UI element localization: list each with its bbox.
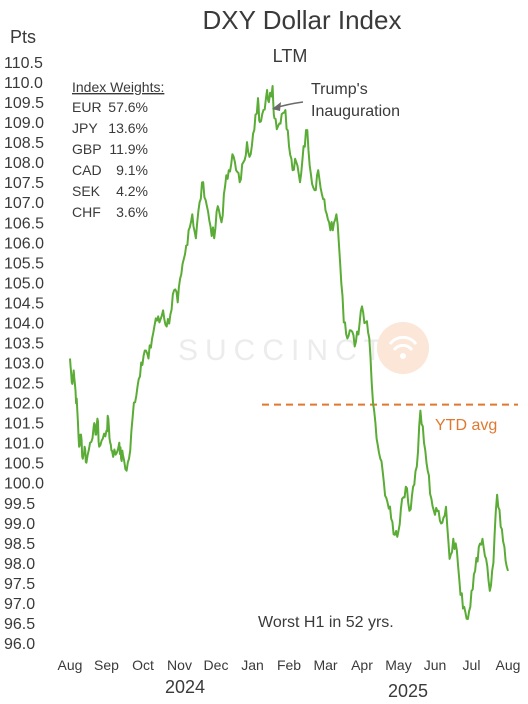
- y-tick-label: 106.5: [4, 215, 44, 232]
- inauguration-annotation: Trump's Inauguration: [272, 81, 400, 120]
- annotation-line-1: Trump's: [311, 81, 368, 98]
- annotation-arrowhead-icon: [272, 102, 281, 111]
- y-tick-label: 104.0: [4, 315, 44, 332]
- weight-currency: CHF: [72, 204, 101, 220]
- y-tick-label: 109.0: [4, 115, 44, 132]
- y-tick-label: 97.0: [4, 596, 35, 613]
- y-tick-label: 101.5: [4, 416, 44, 433]
- y-tick-label: 107.0: [4, 195, 44, 212]
- x-tick-label: Apr: [351, 657, 373, 673]
- x-tick-label: May: [385, 657, 411, 673]
- y-tick-label: 99.5: [4, 496, 35, 513]
- weight-currency: JPY: [72, 120, 98, 136]
- x-tick-label: Dec: [204, 657, 229, 673]
- annotation-line-2: Inauguration: [311, 103, 400, 120]
- weight-currency: CAD: [72, 162, 102, 178]
- x-tick-label: Oct: [132, 657, 154, 673]
- weight-currency: GBP: [72, 141, 102, 157]
- x-tick-label: Jun: [424, 657, 447, 673]
- x-tick-label: Aug: [58, 657, 83, 673]
- weight-percent: 9.1%: [116, 162, 148, 178]
- y-axis-label: Pts: [10, 27, 36, 47]
- y-tick-label: 100.5: [4, 456, 44, 473]
- x-axis-ticks: Aug Sep Oct Nov Dec Jan Feb Mar Apr May Jun Jul Aug: [58, 657, 521, 673]
- y-tick-label: 108.0: [4, 155, 44, 172]
- y-tick-label: 96.0: [4, 636, 35, 653]
- chart-subtitle: LTM: [273, 46, 308, 66]
- weight-currency: SEK: [72, 183, 101, 199]
- weight-percent: 11.9%: [109, 141, 148, 157]
- y-tick-label: 97.5: [4, 576, 35, 593]
- y-tick-label: 98.5: [4, 536, 35, 553]
- index-weights: Index Weights: EUR 57.6% JPY 13.6% GBP 11.9% C…: [72, 79, 164, 220]
- y-tick-label: 103.0: [4, 356, 44, 373]
- x-tick-label: Nov: [167, 657, 192, 673]
- weight-percent: 57.6%: [108, 99, 148, 115]
- ytd-avg-label: YTD avg: [435, 417, 497, 434]
- y-tick-label: 106.0: [4, 235, 44, 252]
- weight-percent: 3.6%: [116, 204, 148, 220]
- y-tick-label: 103.5: [4, 335, 44, 352]
- weights-title: Index Weights:: [72, 79, 164, 95]
- x-tick-label: Jan: [241, 657, 264, 673]
- y-tick-label: 101.0: [4, 436, 44, 453]
- year-label-2025: 2025: [388, 681, 428, 701]
- weight-percent: 4.2%: [116, 183, 148, 199]
- y-axis-ticks: 110.5 110.0 109.5 109.0 108.5 108.0 107.5 107.0…: [4, 55, 44, 653]
- x-tick-label: Sep: [94, 657, 119, 673]
- watermark-logo-icon: [377, 322, 429, 374]
- x-tick-label: Mar: [313, 657, 337, 673]
- y-tick-label: 105.5: [4, 255, 44, 272]
- weight-percent: 13.6%: [108, 120, 148, 136]
- dxy-series-line: [69, 85, 509, 620]
- y-tick-label: 102.0: [4, 396, 44, 413]
- weights-list: EUR 57.6% JPY 13.6% GBP 11.9% CAD 9.1% SEK 4.2% CH…: [72, 99, 148, 220]
- chart-title: DXY Dollar Index: [203, 5, 402, 35]
- x-tick-label: Feb: [277, 657, 301, 673]
- x-tick-label: Jul: [463, 657, 481, 673]
- y-tick-label: 102.5: [4, 376, 44, 393]
- watermark: SUCCINCT: [178, 322, 429, 374]
- y-tick-label: 105.0: [4, 275, 44, 292]
- y-tick-label: 100.0: [4, 476, 44, 493]
- y-tick-label: 110.5: [4, 55, 43, 72]
- watermark-text: SUCCINCT: [178, 334, 389, 367]
- x-tick-label: Aug: [496, 657, 521, 673]
- weight-currency: EUR: [72, 99, 102, 115]
- y-tick-label: 110.0: [4, 75, 43, 92]
- worst-h1-note: Worst H1 in 52 yrs.: [258, 614, 394, 631]
- y-tick-label: 108.5: [4, 135, 44, 152]
- y-tick-label: 98.0: [4, 556, 35, 573]
- y-tick-label: 96.5: [4, 616, 35, 633]
- y-tick-label: 107.5: [4, 175, 44, 192]
- y-tick-label: 104.5: [4, 295, 44, 312]
- y-tick-label: 109.5: [4, 95, 44, 112]
- year-label-2024: 2024: [165, 677, 205, 697]
- y-tick-label: 99.0: [4, 516, 35, 533]
